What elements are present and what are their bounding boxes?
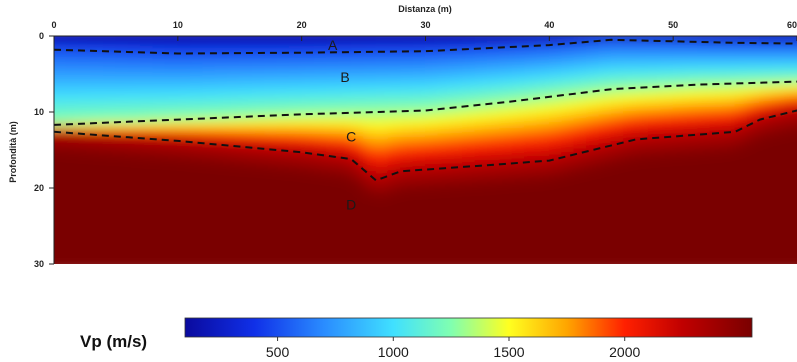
layer-interfaces [54,38,797,182]
x-tick-label: 0 [51,20,56,30]
y-tick-label: 30 [34,259,44,269]
layer-label-a: A [328,37,338,53]
layer-label-c: C [346,128,356,144]
y-tick-label: 20 [34,183,44,193]
x-ticks: 0 10 20 30 40 50 60 [51,20,797,41]
interface-b-c [54,80,797,126]
interface-c-d [54,109,797,182]
layer-label-d: D [346,197,356,213]
colorbar: Vp (m/s) 500 1000 1500 2000 [80,317,753,360]
x-tick-label: 60 [787,20,797,30]
colorbar-tick-label: 1000 [378,344,409,360]
colorbar-title: Vp (m/s) [80,332,147,351]
x-tick-label: 30 [420,20,430,30]
x-axis-title: Distanza (m) [398,4,452,14]
velocity-field [54,36,797,264]
layer-label-b: B [340,69,349,85]
interface-a-b [54,38,797,55]
y-ticks: 0 10 20 30 [34,31,54,269]
layer-labels: AB C D [328,37,356,213]
x-tick-label: 50 [668,20,678,30]
colorbar-tick-label: 500 [266,344,290,360]
x-tick-label: 20 [297,20,307,30]
colorbar-ticks: 500 1000 1500 2000 [266,337,640,360]
colorbar-tick-label: 1500 [493,344,524,360]
y-tick-label: 10 [34,107,44,117]
x-tick-label: 40 [544,20,554,30]
y-tick-label: 0 [39,31,44,41]
x-tick-label: 10 [173,20,183,30]
y-axis-title: Profondità (m) [8,121,18,183]
colorbar-gradient [184,317,753,338]
colorbar-tick-label: 2000 [609,344,640,360]
